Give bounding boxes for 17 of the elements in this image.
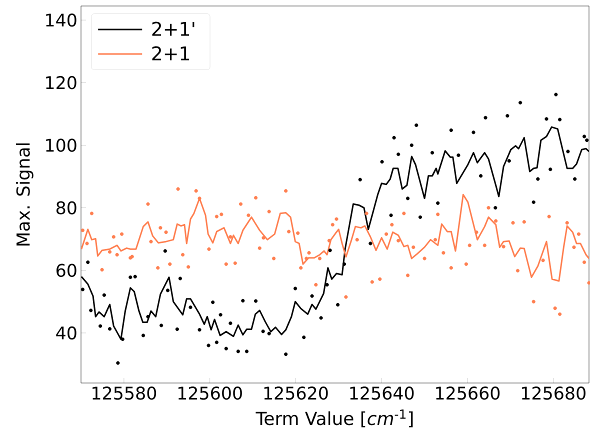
x-axis-title: Term Value [cm$^{-1}$] [256,410,413,428]
y-tick-label: 100 [46,138,76,152]
y-tick-label: 120 [46,76,76,90]
y-tick-label: 140 [46,13,76,27]
x-tick-label: 125620 [264,386,328,400]
legend-label: 2+1' [152,22,194,36]
y-tick-label: 60 [56,264,76,277]
x-tick-label: 125640 [350,386,414,400]
x-tick-label: 125580 [92,386,156,400]
x-tick-label: 125660 [436,386,500,400]
x-tick-label: 125680 [522,386,586,400]
y-tick-label: 80 [56,201,76,214]
x-tick-label: 125600 [178,386,242,400]
line-series [81,194,590,282]
legend-label: 2+1 [152,46,190,60]
y-tick-label: 40 [56,326,76,340]
y-axis-title: Max. Signal [16,143,34,246]
